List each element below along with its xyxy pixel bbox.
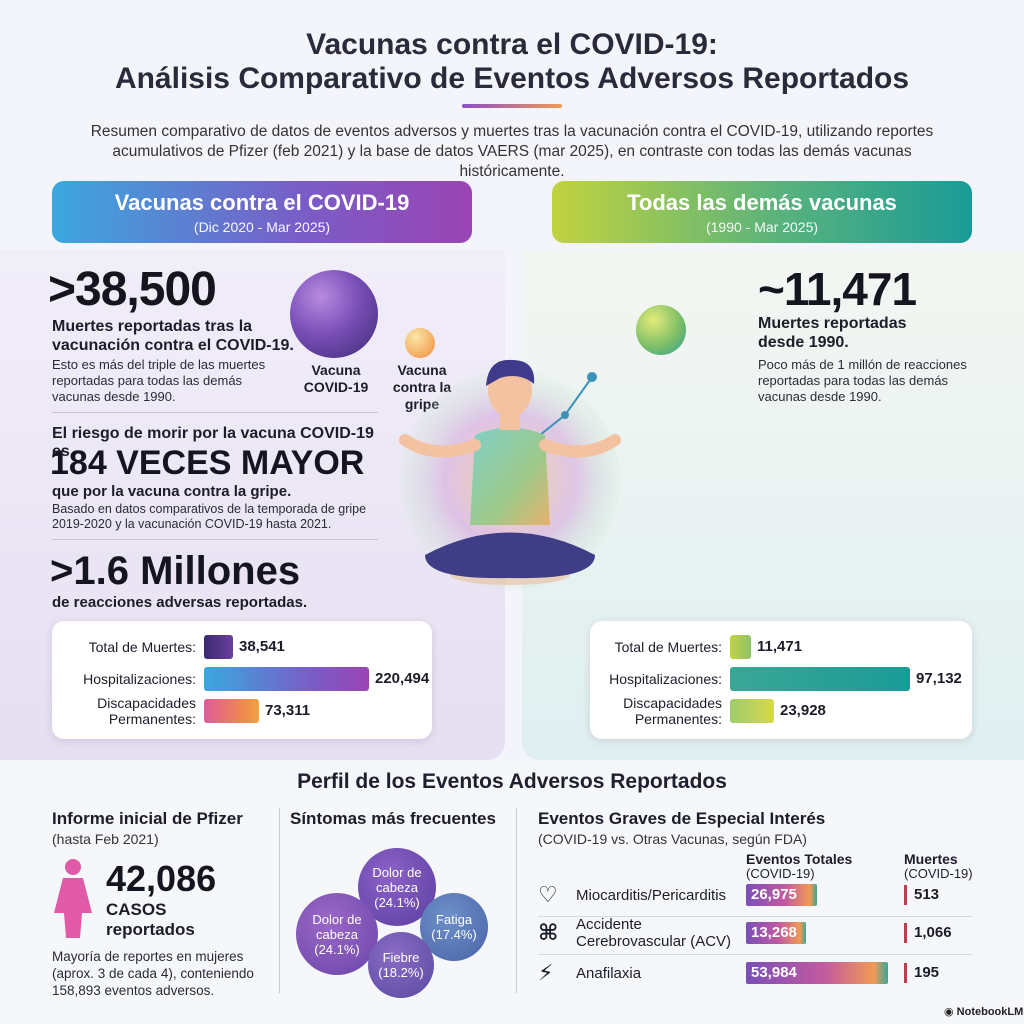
col-total-header: Eventos Totales [746,851,853,867]
covid-deaths-label: Muertes reportadas tras la vacunación co… [52,318,294,354]
bar-label: Discapacidades Permanentes: [623,695,722,727]
brain-icon: ⌘ [538,920,559,945]
bar-value: 38,541 [239,638,285,655]
covid-bars-card: Total de Muertes: 38,541 Hospitalizaciones… [52,621,432,739]
symptom-3-label: Fatiga [435,912,473,927]
symptom-1-pct: (24.1%) [374,894,420,910]
page-title-line1: Vacunas contra el COVID-19: [306,28,718,61]
bar-value: 11,471 [757,638,803,655]
page-title-line2: Análisis Comparativo de Eventos Adversos… [114,62,910,95]
events-subtitle: (COVID-19 vs. Otras Vacunas, según FDA) [538,831,807,847]
profile-divider-1 [279,808,280,993]
title-underline [462,104,562,108]
event-deaths-value: 513 [914,886,940,903]
symptom-bubble-2: Dolor de cabeza (24.1%) [296,893,378,975]
other-bars-card: Total de Muertes: 11,471 Hospitalizaciones… [590,621,972,739]
bar [730,699,774,723]
event-total-bar: 13,268 [746,922,806,944]
other-deaths-label: Muertes reportadas desde 1990. [758,315,907,351]
pfizer-cases-big: 42,086 [106,858,217,899]
events-title: Eventos Graves de Especial Interés [538,809,826,828]
bar-label: Hospitalizaciones: [83,671,196,687]
other-banner: Todas las demás vacunas (1990 - Mar 2025… [552,181,972,243]
bar [204,667,369,691]
bar-label: Hospitalizaciones: [609,671,722,687]
bar [730,667,910,691]
bar-label: Discapacidades Permanentes: [97,695,196,727]
lightning-icon: ⚡ [538,960,554,985]
risk-big: 184 VECES MAYOR [50,444,365,482]
bar-value: 73,311 [265,702,311,719]
other-banner-title: Todas las demás vacunas [627,190,897,215]
pfizer-cases-label: CASOS [106,900,167,919]
event-label: Miocarditis/Pericarditis [576,887,727,904]
bar-value: 23,928 [780,702,826,719]
event-deaths-value: 195 [914,964,940,981]
left-divider-1 [52,412,378,413]
risk-note: Basado en datos comparativos de la tempo… [52,502,367,531]
symptom-3-pct: (17.4%) [431,927,477,942]
pfizer-note: Mayoría de reportes en mujeres (aprox. 3… [52,949,254,998]
event-label: Anafilaxia [576,965,642,982]
bar-label: Total de Muertes: [88,639,196,655]
pfizer-reported-label: reportados [106,920,195,939]
event-label: Accidente Cerebrovascular (ACV) [576,916,732,950]
symptom-bubble-3: Fatiga (17.4%) [420,893,488,961]
other-deaths-note: Poco más de 1 millón de reacciones repor… [758,357,967,404]
female-icon [54,859,92,938]
event-deaths-value: 1,066 [914,924,952,941]
bar [730,635,751,659]
reactions-big: >1.6 Millones [50,549,301,593]
covid-banner-title: Vacunas contra el COVID-19 [114,190,410,215]
event-total-bar: 53,984 [746,962,888,984]
covid-deaths-note: Esto es más del triple de las muertes re… [52,357,266,404]
col-total-subheader: (COVID-19) [746,866,815,881]
covid-banner-subtitle: (Dic 2020 - Mar 2025) [193,219,331,235]
symptom-bubble-4: Fiebre (18.2%) [368,932,434,998]
pfizer-title: Informe inicial de Pfizer [52,809,243,828]
heart-pulse-icon: ♡ [538,882,558,907]
risk-intro: El riesgo de morir por la vacuna COVID-1… [52,425,374,460]
event-death-marker [904,963,907,983]
risk-label: que por la vacuna contra la gripe. [52,483,292,500]
symptoms-title: Síntomas más frecuentes [290,809,496,828]
pfizer-subtitle: (hasta Feb 2021) [52,831,159,847]
left-divider-2 [52,539,378,540]
covid-sphere-label: Vacuna COVID-19 [303,362,369,395]
brand-label: NotebookLM [956,1006,1024,1018]
symptom-4-label: Fiebre [382,950,420,965]
symptom-1-label: Dolor de cabeza [372,864,422,895]
page-subtitle: Resumen comparativo de datos de eventos … [90,123,934,180]
event-death-marker [904,885,907,905]
col-deaths-subheader: (COVID-19) [904,866,973,881]
covid-vaccine-sphere [290,270,378,358]
symptom-bubble-1: Dolor de cabeza (24.1%) [358,848,436,926]
reactions-label: de reacciones adversas reportadas. [52,594,308,611]
event-row-divider [538,954,972,955]
col-deaths-header: Muertes [904,851,958,867]
bar-value: 220,494 [375,670,430,687]
flu-vaccine-sphere [405,328,435,358]
meditating-person-icon [399,359,621,590]
covid-deaths-big: >38,500 [48,263,217,316]
profile-divider-2 [516,808,517,993]
bar [204,635,233,659]
bar-value: 97,132 [916,670,962,687]
brand-logo-icon: ◉ [944,1006,954,1018]
covid-banner: Vacunas contra el COVID-19 (Dic 2020 - M… [52,181,472,243]
notebooklm-brand: ◉ NotebookLM [944,1005,1023,1018]
other-vaccine-sphere [636,305,686,355]
other-banner-subtitle: (1990 - Mar 2025) [705,219,819,235]
symptom-2-pct: (24.1%) [314,941,360,957]
bar-label: Total de Muertes: [614,639,722,655]
symptom-2-label: Dolor de cabeza [312,911,362,942]
profile-title: Perfil de los Eventos Adversos Reportado… [297,770,727,793]
event-death-marker [904,923,907,943]
bar [204,699,259,723]
other-deaths-big: ~11,471 [758,263,917,315]
event-row-divider [538,916,972,917]
event-total-bar: 26,975 [746,884,817,906]
symptom-4-pct: (18.2%) [378,965,424,980]
